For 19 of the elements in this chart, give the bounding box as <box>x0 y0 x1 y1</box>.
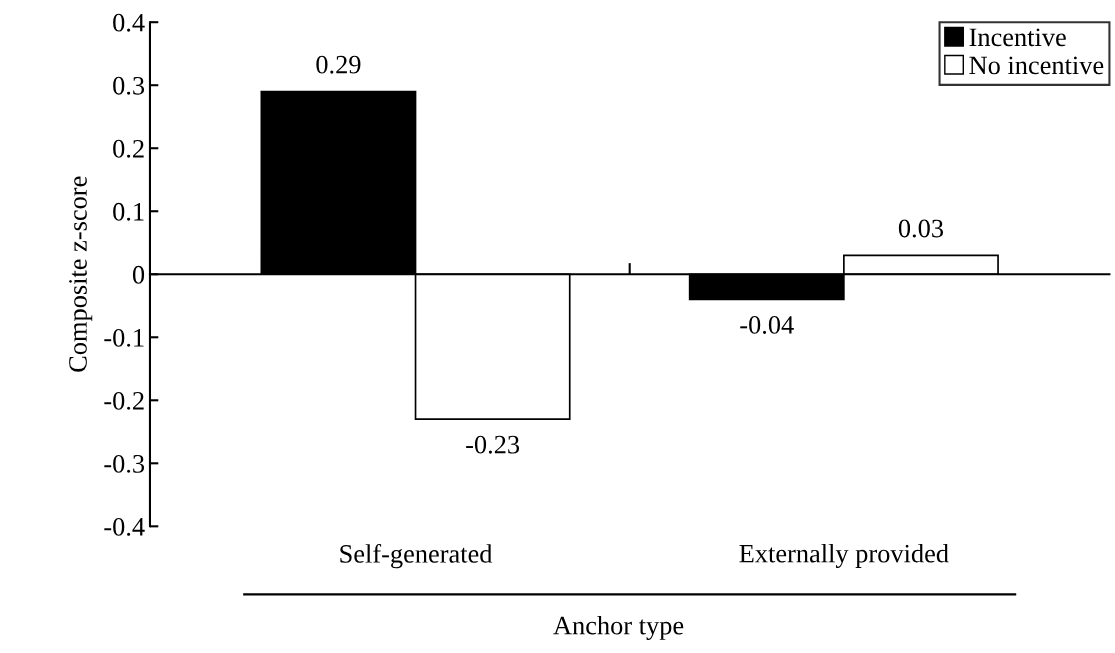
data-label: -0.04 <box>740 315 794 334</box>
legend-label: Incentive <box>969 28 1066 47</box>
x-tick-label: Self-generated <box>340 543 493 569</box>
x-axis-title: Anchor type <box>553 615 684 640</box>
y-tick-label: 0.2 <box>113 139 144 158</box>
y-axis-title: Composite z-score <box>69 176 93 372</box>
data-label: -0.23 <box>466 435 520 454</box>
y-tick-label: -0.2 <box>104 391 144 410</box>
y-tick-label: 0.1 <box>113 202 144 221</box>
y-tick-label: -0.1 <box>104 328 144 347</box>
legend-label: No incentive <box>969 56 1104 75</box>
y-tick-label: 0.4 <box>113 13 145 32</box>
x-tick-label: Externally provided <box>739 543 949 568</box>
y-tick-label: -0.3 <box>104 454 145 473</box>
y-tick-label: 0 <box>132 265 145 284</box>
data-label: 0.03 <box>898 219 944 238</box>
y-tick-label: 0.3 <box>113 76 145 95</box>
data-label: 0.29 <box>316 55 361 74</box>
y-tick-label: -0.4 <box>104 517 145 536</box>
